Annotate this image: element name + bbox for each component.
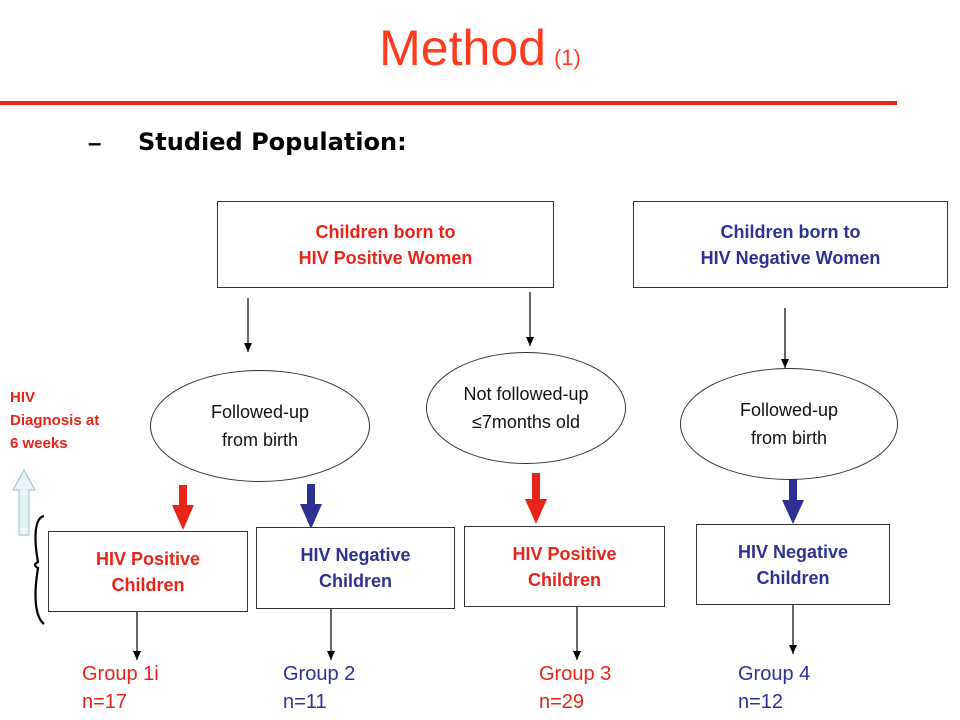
box-born-hiv-positive: Children born to HIV Positive Women [217, 201, 554, 288]
box-line: HIV Negative [300, 545, 411, 565]
group-1-label: Group 1i n=17 [82, 660, 159, 716]
box-hiv-negative-children-4: HIV Negative Children [696, 524, 890, 605]
ellipse-not-followed-up: Not followed-up ≤7months old [426, 352, 626, 464]
box-line: Children [756, 567, 830, 588]
group-name: Group 2 [283, 663, 356, 685]
ellipse-followed-up-left: Followed-up from birth [150, 370, 370, 482]
group-4-label: Group 4 n=12 [738, 660, 810, 716]
box-hiv-positive-children-1: HIV Positive Children [48, 531, 248, 612]
group-count: n=12 [738, 691, 784, 713]
group-name: Group 4 [738, 663, 811, 685]
ellipse-line: Followed-up [210, 402, 310, 422]
box-line: HIV Positive [95, 548, 201, 569]
box-hiv-positive-children-3: HIV Positive Children [464, 526, 665, 607]
note-line: Diagnosis at [10, 412, 100, 429]
box-line: Children born to [720, 221, 861, 242]
title-sub: (1) [553, 45, 581, 70]
box-line: Children born to [315, 221, 456, 242]
slide-title: Method (1) [0, 18, 960, 88]
ellipse-line: ≤7months old [472, 412, 580, 432]
box-born-hiv-negative: Children born to HIV Negative Women [633, 201, 948, 288]
blue-arrow-4 [782, 476, 804, 524]
ellipse-line: Not followed-up [463, 384, 589, 404]
red-arrow-1 [172, 485, 194, 530]
note-line: 6 weeks [10, 435, 68, 452]
box-line: Children [111, 574, 185, 595]
box-line: HIV Negative [737, 541, 849, 562]
title-underline [0, 101, 897, 105]
ellipse-line: from birth [221, 430, 299, 450]
group-3-label: Group 3 n=29 [539, 660, 611, 716]
group-count: n=11 [283, 691, 327, 713]
title-main: Method [379, 20, 546, 76]
box-line: HIV Negative Women [700, 247, 881, 268]
box-line: Children [318, 571, 392, 591]
bullet-dash: – [88, 130, 102, 157]
blue-arrow-2 [300, 484, 322, 529]
ellipse-line: Followed-up [739, 400, 839, 420]
hiv-diagnosis-note: HIV Diagnosis at 6 weeks [10, 386, 99, 455]
ellipse-followed-up-right: Followed-up from birth [680, 368, 898, 480]
group-name: Group 3 [539, 663, 612, 685]
group-count: n=17 [82, 691, 128, 713]
group-name: Group 1i [82, 663, 159, 685]
box-hiv-negative-children-2: HIV Negative Children [256, 527, 455, 609]
box-line: HIV Positive Women [298, 247, 473, 268]
box-line: Children [527, 569, 601, 590]
note-line: HIV [10, 389, 36, 406]
section-heading: Studied Population: [138, 128, 407, 156]
group-2-label: Group 2 n=11 [283, 660, 355, 716]
ellipse-line: from birth [750, 428, 828, 448]
group-count: n=29 [539, 691, 585, 713]
up-arrow-icon [11, 468, 37, 536]
red-arrow-3 [525, 473, 547, 524]
box-line: HIV Positive [512, 543, 617, 564]
brace [33, 514, 45, 625]
